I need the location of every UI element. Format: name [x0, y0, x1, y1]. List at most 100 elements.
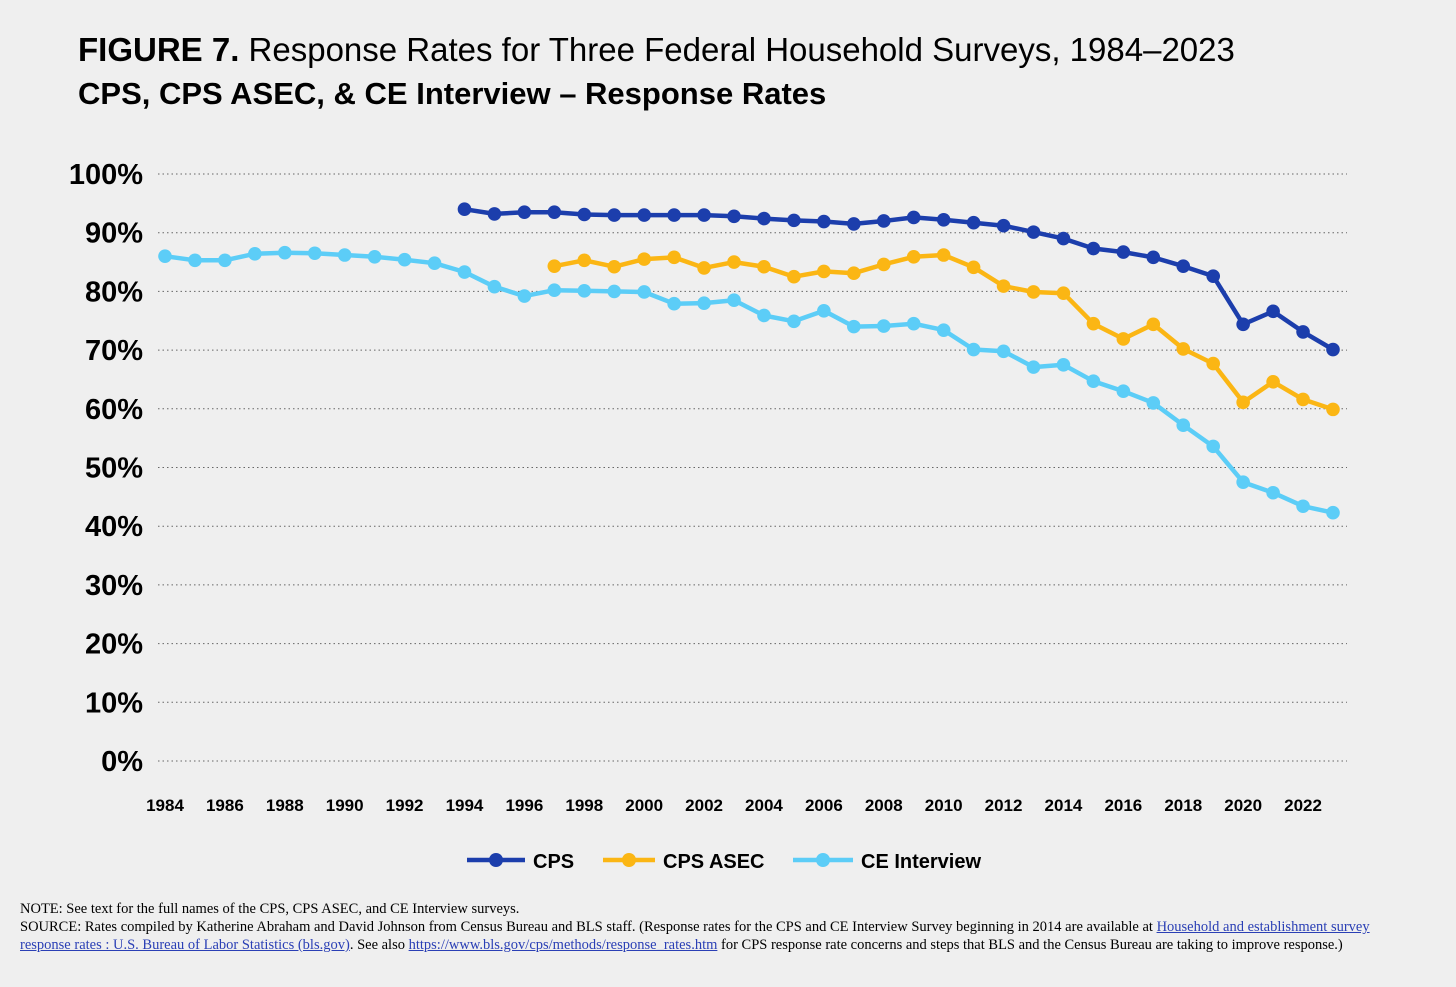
figure-title-text: Response Rates for Three Federal Househo…	[248, 31, 1235, 68]
x-axis-ticks: 1984 1986 1988 1990 1992 1994 1996 1998 2000 2002…	[146, 796, 1322, 815]
data-point	[697, 208, 711, 222]
data-point	[1026, 285, 1041, 299]
data-point	[1146, 250, 1161, 265]
series-line	[464, 206, 1335, 352]
series-ce-interview	[158, 245, 1340, 520]
data-point	[847, 319, 861, 334]
legend-label: CPS	[533, 851, 574, 873]
data-point	[1116, 332, 1131, 346]
data-point	[577, 284, 592, 298]
x-tick-label: 1998	[565, 796, 603, 815]
data-point	[667, 296, 681, 311]
x-tick-label: 2012	[985, 796, 1023, 815]
data-point	[547, 283, 562, 298]
data-point	[817, 264, 831, 279]
chart-subtitle: CPS, CPS ASEC, & CE Interview – Response…	[78, 76, 827, 111]
data-point	[637, 208, 651, 222]
data-point	[787, 269, 801, 284]
data-point	[607, 259, 622, 274]
data-point	[397, 252, 412, 267]
data-point	[906, 249, 921, 264]
data-point	[277, 245, 292, 260]
source-intro: SOURCE: Rates compiled by Katherine Abra…	[20, 919, 1157, 935]
data-point	[1056, 286, 1071, 300]
bls-response-rates-link[interactable]: Household and establishment survey respo…	[20, 919, 1370, 953]
x-tick-label: 1988	[266, 796, 304, 815]
data-point	[996, 344, 1011, 359]
data-point	[1326, 402, 1340, 417]
data-point	[517, 205, 532, 219]
data-point	[1176, 418, 1191, 433]
data-point	[248, 247, 262, 261]
data-point	[787, 213, 801, 228]
x-tick-label: 2014	[1045, 796, 1083, 815]
y-tick-label: 90%	[85, 218, 143, 250]
data-point	[367, 249, 382, 264]
x-tick-label: 2020	[1224, 796, 1262, 815]
data-point	[1176, 342, 1191, 356]
x-tick-label: 2006	[805, 796, 843, 815]
data-point	[727, 293, 741, 308]
data-point	[817, 214, 831, 229]
x-tick-label: 2008	[865, 796, 903, 815]
data-point	[1206, 356, 1221, 371]
x-tick-label: 2002	[685, 796, 723, 815]
legend-item: CE Interview	[793, 851, 981, 873]
data-point	[1296, 499, 1310, 514]
cps-response-rates-link[interactable]: https://www.bls.gov/cps/methods/response…	[408, 937, 718, 953]
data-point	[876, 214, 891, 228]
data-point	[996, 279, 1011, 293]
data-point	[697, 296, 711, 310]
y-tick-label: 10%	[85, 687, 143, 719]
source-end: for CPS response rate concerns and steps…	[717, 937, 1343, 953]
data-point	[607, 284, 622, 299]
data-point	[577, 207, 592, 222]
data-point	[577, 253, 592, 268]
data-point	[487, 207, 502, 221]
data-point	[936, 212, 951, 227]
data-point	[906, 316, 921, 331]
data-point	[1026, 360, 1041, 374]
data-point	[547, 205, 562, 219]
data-point	[158, 249, 172, 263]
data-point	[847, 266, 861, 281]
figure-title: FIGURE 7. Response Rates for Three Feder…	[78, 30, 1235, 70]
series-group	[158, 202, 1340, 520]
data-point	[637, 252, 651, 266]
data-point	[936, 248, 951, 262]
data-point	[1086, 241, 1101, 256]
data-point	[337, 248, 352, 262]
data-point	[996, 218, 1011, 233]
data-point	[1326, 342, 1340, 357]
legend-item: CPS	[467, 851, 574, 873]
data-point	[876, 257, 891, 272]
data-point	[1146, 317, 1161, 332]
y-tick-label: 60%	[85, 394, 143, 426]
data-point	[427, 256, 442, 271]
data-point	[1116, 384, 1131, 398]
data-point	[966, 215, 981, 230]
data-point	[1236, 317, 1250, 332]
x-tick-label: 1994	[446, 796, 484, 815]
legend-item: CPS ASEC	[603, 851, 765, 873]
y-axis-ticks: 0% 10% 20% 30% 40% 50% 60% 70% 80% 90% 100%	[69, 159, 143, 778]
data-point	[1116, 245, 1131, 259]
data-point	[218, 253, 232, 268]
data-point	[847, 217, 861, 231]
data-point	[966, 260, 981, 275]
data-point	[188, 253, 202, 268]
data-point	[727, 209, 741, 224]
data-point	[757, 308, 771, 323]
data-point	[1056, 357, 1071, 372]
x-tick-label: 2016	[1104, 796, 1142, 815]
series-line	[164, 250, 1334, 515]
data-point	[876, 319, 891, 333]
data-point	[1236, 475, 1250, 489]
source-middle: . See also	[349, 937, 409, 953]
y-tick-label: 80%	[85, 276, 143, 308]
series-cps-asec	[547, 248, 1340, 417]
y-tick-label: 50%	[85, 453, 143, 485]
legend-swatch-marker	[489, 853, 503, 867]
x-tick-label: 1986	[206, 796, 244, 815]
data-point	[1056, 231, 1071, 246]
